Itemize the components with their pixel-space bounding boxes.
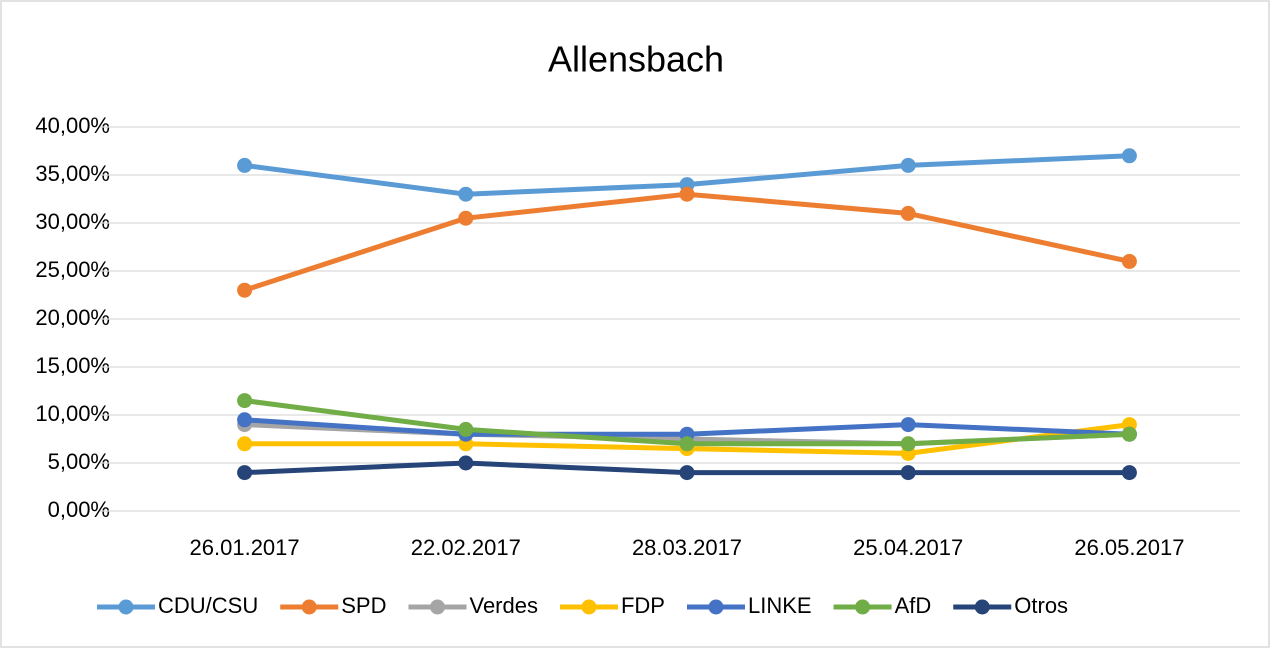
data-point	[900, 205, 916, 221]
x-tick-label: 28.03.2017	[632, 535, 742, 560]
data-point	[237, 436, 253, 452]
legend-marker	[429, 599, 445, 615]
legend-marker	[301, 599, 317, 615]
data-point	[1121, 465, 1137, 481]
data-point	[679, 436, 695, 452]
data-point	[237, 465, 253, 481]
y-tick-label: 40,00%	[35, 113, 110, 138]
data-point	[458, 455, 474, 471]
x-tick-label: 26.01.2017	[190, 535, 300, 560]
data-point	[900, 465, 916, 481]
chart-title: Allensbach	[548, 39, 724, 80]
data-point	[458, 421, 474, 437]
data-point	[1121, 253, 1137, 269]
y-tick-label: 5,00%	[48, 449, 110, 474]
x-tick-label: 25.04.2017	[853, 535, 963, 560]
data-point	[458, 186, 474, 202]
data-point	[679, 465, 695, 481]
data-point	[237, 393, 253, 409]
data-point	[900, 157, 916, 173]
y-tick-label: 25,00%	[35, 257, 110, 282]
data-point	[900, 436, 916, 452]
legend-marker	[974, 599, 990, 615]
y-tick-label: 35,00%	[35, 161, 110, 186]
data-point	[900, 417, 916, 433]
data-point	[237, 157, 253, 173]
x-tick-label: 22.02.2017	[411, 535, 521, 560]
data-point	[1121, 426, 1137, 442]
y-tick-label: 10,00%	[35, 401, 110, 426]
legend-label: Verdes	[469, 593, 538, 618]
legend-label: LINKE	[748, 593, 812, 618]
legend-label: SPD	[341, 593, 386, 618]
legend-label: AfD	[895, 593, 932, 618]
legend-label: CDU/CSU	[158, 593, 258, 618]
y-tick-label: 0,00%	[48, 497, 110, 522]
legend-label: FDP	[621, 593, 665, 618]
data-point	[458, 210, 474, 226]
data-point	[237, 412, 253, 428]
y-tick-label: 20,00%	[35, 305, 110, 330]
legend-marker	[855, 599, 871, 615]
x-tick-label: 26.05.2017	[1074, 535, 1184, 560]
legend-marker	[708, 599, 724, 615]
data-point	[1121, 148, 1137, 164]
data-point	[679, 186, 695, 202]
y-tick-label: 15,00%	[35, 353, 110, 378]
legend-label: Otros	[1014, 593, 1068, 618]
legend-marker	[581, 599, 597, 615]
legend-marker	[118, 599, 134, 615]
y-tick-label: 30,00%	[35, 209, 110, 234]
data-point	[237, 282, 253, 298]
